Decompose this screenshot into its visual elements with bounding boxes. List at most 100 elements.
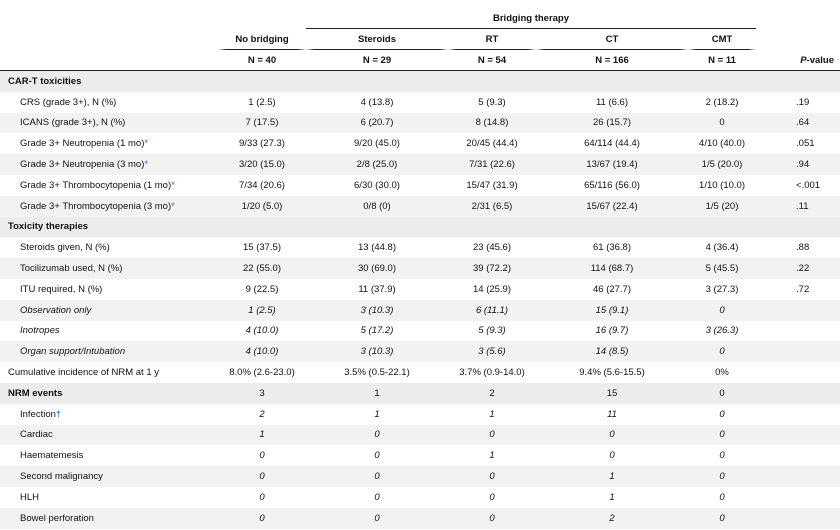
header-row: N = 40 N = 29 N = 54 N = 166 N = 11 bbox=[0, 50, 840, 71]
cell-value: 22 (55.0) bbox=[218, 258, 306, 279]
cell-value: 0 bbox=[688, 112, 757, 134]
cell-value: 1/10 (10.0) bbox=[699, 179, 745, 191]
blank bbox=[756, 445, 840, 466]
cell-value: 8.0% (2.6-23.0) bbox=[229, 367, 295, 379]
footnote-mark: * bbox=[144, 138, 149, 150]
row-label: Organ support/Intubation bbox=[0, 341, 218, 363]
cell-value: 4 (10.0) bbox=[218, 341, 306, 363]
cell-value: 15/67 (22.4) bbox=[536, 195, 688, 217]
blank bbox=[756, 321, 840, 342]
blank bbox=[756, 299, 840, 321]
blank bbox=[756, 8, 840, 29]
row-label: Grade 3+ Neutropenia (3 mo)* bbox=[0, 154, 218, 175]
column-header: No bridging bbox=[218, 29, 306, 50]
label-text: CRS (grade 3+), N (%) bbox=[20, 96, 117, 108]
blank bbox=[756, 362, 840, 383]
label-text: Bowel perforation bbox=[20, 512, 94, 524]
column-n: N = 166 bbox=[536, 50, 688, 71]
row-label: Steroids given, N (%) bbox=[0, 237, 218, 258]
blank bbox=[756, 382, 840, 404]
row-label: Cardiac bbox=[0, 424, 218, 446]
p-value: .051 bbox=[796, 138, 815, 150]
cell-value: 2 bbox=[259, 408, 265, 420]
cell-value: 6 (11.1) bbox=[448, 299, 536, 321]
section-row: NRM events 3 1 2 15 0 bbox=[0, 382, 840, 404]
label-text: Grade 3+ Thrombocytopenia (1 mo) bbox=[20, 179, 172, 191]
cell-value: 1 bbox=[374, 408, 380, 420]
cell-value: 3.5% (0.5-22.1) bbox=[344, 367, 410, 379]
cell-value: 0 bbox=[374, 491, 380, 503]
cell-value: 4/10 (40.0) bbox=[699, 138, 745, 150]
cell-value: 3 (10.3) bbox=[306, 299, 448, 321]
p-value: .72 bbox=[796, 283, 810, 295]
row-label: Infection† bbox=[0, 404, 218, 425]
label-text: ICANS (grade 3+), N (%) bbox=[20, 117, 126, 129]
cell-value: 3 (26.3) bbox=[705, 325, 739, 337]
cell-value: 5 (9.3) bbox=[478, 325, 506, 337]
blank bbox=[756, 216, 840, 238]
cell-value: 7/31 (22.6) bbox=[448, 154, 536, 175]
label-text: Cardiac bbox=[20, 429, 53, 441]
cell-value: 65/116 (56.0) bbox=[584, 179, 640, 191]
data-row: ICANS (grade 3+), N (%) 7 (17.5) 6 (20.7) 8… bbox=[0, 112, 840, 134]
footnote-mark: † bbox=[55, 408, 62, 420]
label-text: Haematemesis bbox=[20, 450, 84, 462]
blank bbox=[536, 216, 688, 238]
data-row: Grade 3+ Neutropenia (1 mo)* 9/33 (27.3) 9… bbox=[0, 133, 840, 154]
blank bbox=[218, 216, 306, 238]
cell-value: 0/8 (0) bbox=[306, 195, 448, 217]
cell-value: 0 bbox=[218, 466, 306, 487]
blank bbox=[306, 71, 448, 92]
table-body: Bridging therapy No bridging Steroids RT CT C… bbox=[0, 8, 840, 529]
cell-value: 2 (18.2) bbox=[705, 96, 739, 108]
cell-value: 0 bbox=[719, 450, 725, 462]
blank bbox=[448, 216, 536, 238]
label-text: Tocilizumab used, N (%) bbox=[20, 263, 123, 275]
label-text: Grade 3+ Neutropenia (1 mo) bbox=[20, 138, 145, 150]
cell-value: 0 bbox=[306, 507, 448, 529]
cell-value: 15/47 (31.9) bbox=[466, 179, 518, 191]
row-label: Grade 3+ Thrombocytopenia (1 mo)* bbox=[0, 175, 218, 196]
data-row: Steroids given, N (%) 15 (37.5) 13 (44.8) 2… bbox=[0, 237, 840, 258]
data-row: HLH 0 0 0 1 0 bbox=[0, 487, 840, 508]
p-value: .11 bbox=[756, 195, 840, 217]
cell-value: 1 bbox=[609, 491, 615, 503]
blank bbox=[756, 424, 840, 446]
blank bbox=[0, 8, 218, 29]
section-value: 3 bbox=[218, 382, 306, 404]
cell-value: 3/20 (15.0) bbox=[218, 154, 306, 175]
cell-value: 0 bbox=[688, 507, 757, 529]
data-row: Grade 3+ Neutropenia (3 mo)* 3/20 (15.0) 2… bbox=[0, 154, 840, 175]
column-header: Steroids bbox=[306, 29, 448, 50]
blank bbox=[218, 8, 306, 29]
label-text: Second malignancy bbox=[20, 471, 103, 483]
footnote-mark: * bbox=[144, 159, 149, 171]
section-value: 0 bbox=[688, 382, 757, 404]
blank bbox=[688, 71, 757, 92]
row-label: Inotropes bbox=[0, 321, 218, 342]
blank bbox=[756, 507, 840, 529]
cell-value: 3 (27.3) bbox=[705, 283, 739, 295]
cell-value: 23 (45.6) bbox=[472, 242, 512, 254]
blank bbox=[756, 487, 840, 508]
cell-value: 5 (9.3) bbox=[478, 96, 506, 108]
data-row: Cardiac 1 0 0 0 0 bbox=[0, 424, 840, 446]
label-text: Infection bbox=[20, 408, 56, 420]
label-text: ITU required, N (%) bbox=[20, 283, 103, 295]
data-row: Observation only 1 (2.5) 3 (10.3) 6 (11.1) 1… bbox=[0, 299, 840, 321]
label-text: Observation only bbox=[20, 304, 92, 316]
cell-value: 0 bbox=[536, 424, 688, 446]
section-row: Toxicity therapies bbox=[0, 216, 840, 238]
section-row: CAR-T toxicities bbox=[0, 71, 840, 92]
label-text: Steroids given, N (%) bbox=[20, 242, 110, 254]
data-row: Inotropes 4 (10.0) 5 (17.2) 5 (9.3) 16 (9.7)… bbox=[0, 321, 840, 342]
row-label: Second malignancy bbox=[0, 466, 218, 487]
cell-value: 9 (22.5) bbox=[245, 283, 279, 295]
footnote-mark: * bbox=[171, 179, 175, 191]
group-header: Bridging therapy bbox=[306, 8, 757, 29]
blank bbox=[536, 71, 688, 92]
cell-value: 0 bbox=[218, 507, 306, 529]
cell-value: 9.4% (5.6-15.5) bbox=[579, 367, 645, 379]
cell-value: 1 (2.5) bbox=[218, 299, 306, 321]
